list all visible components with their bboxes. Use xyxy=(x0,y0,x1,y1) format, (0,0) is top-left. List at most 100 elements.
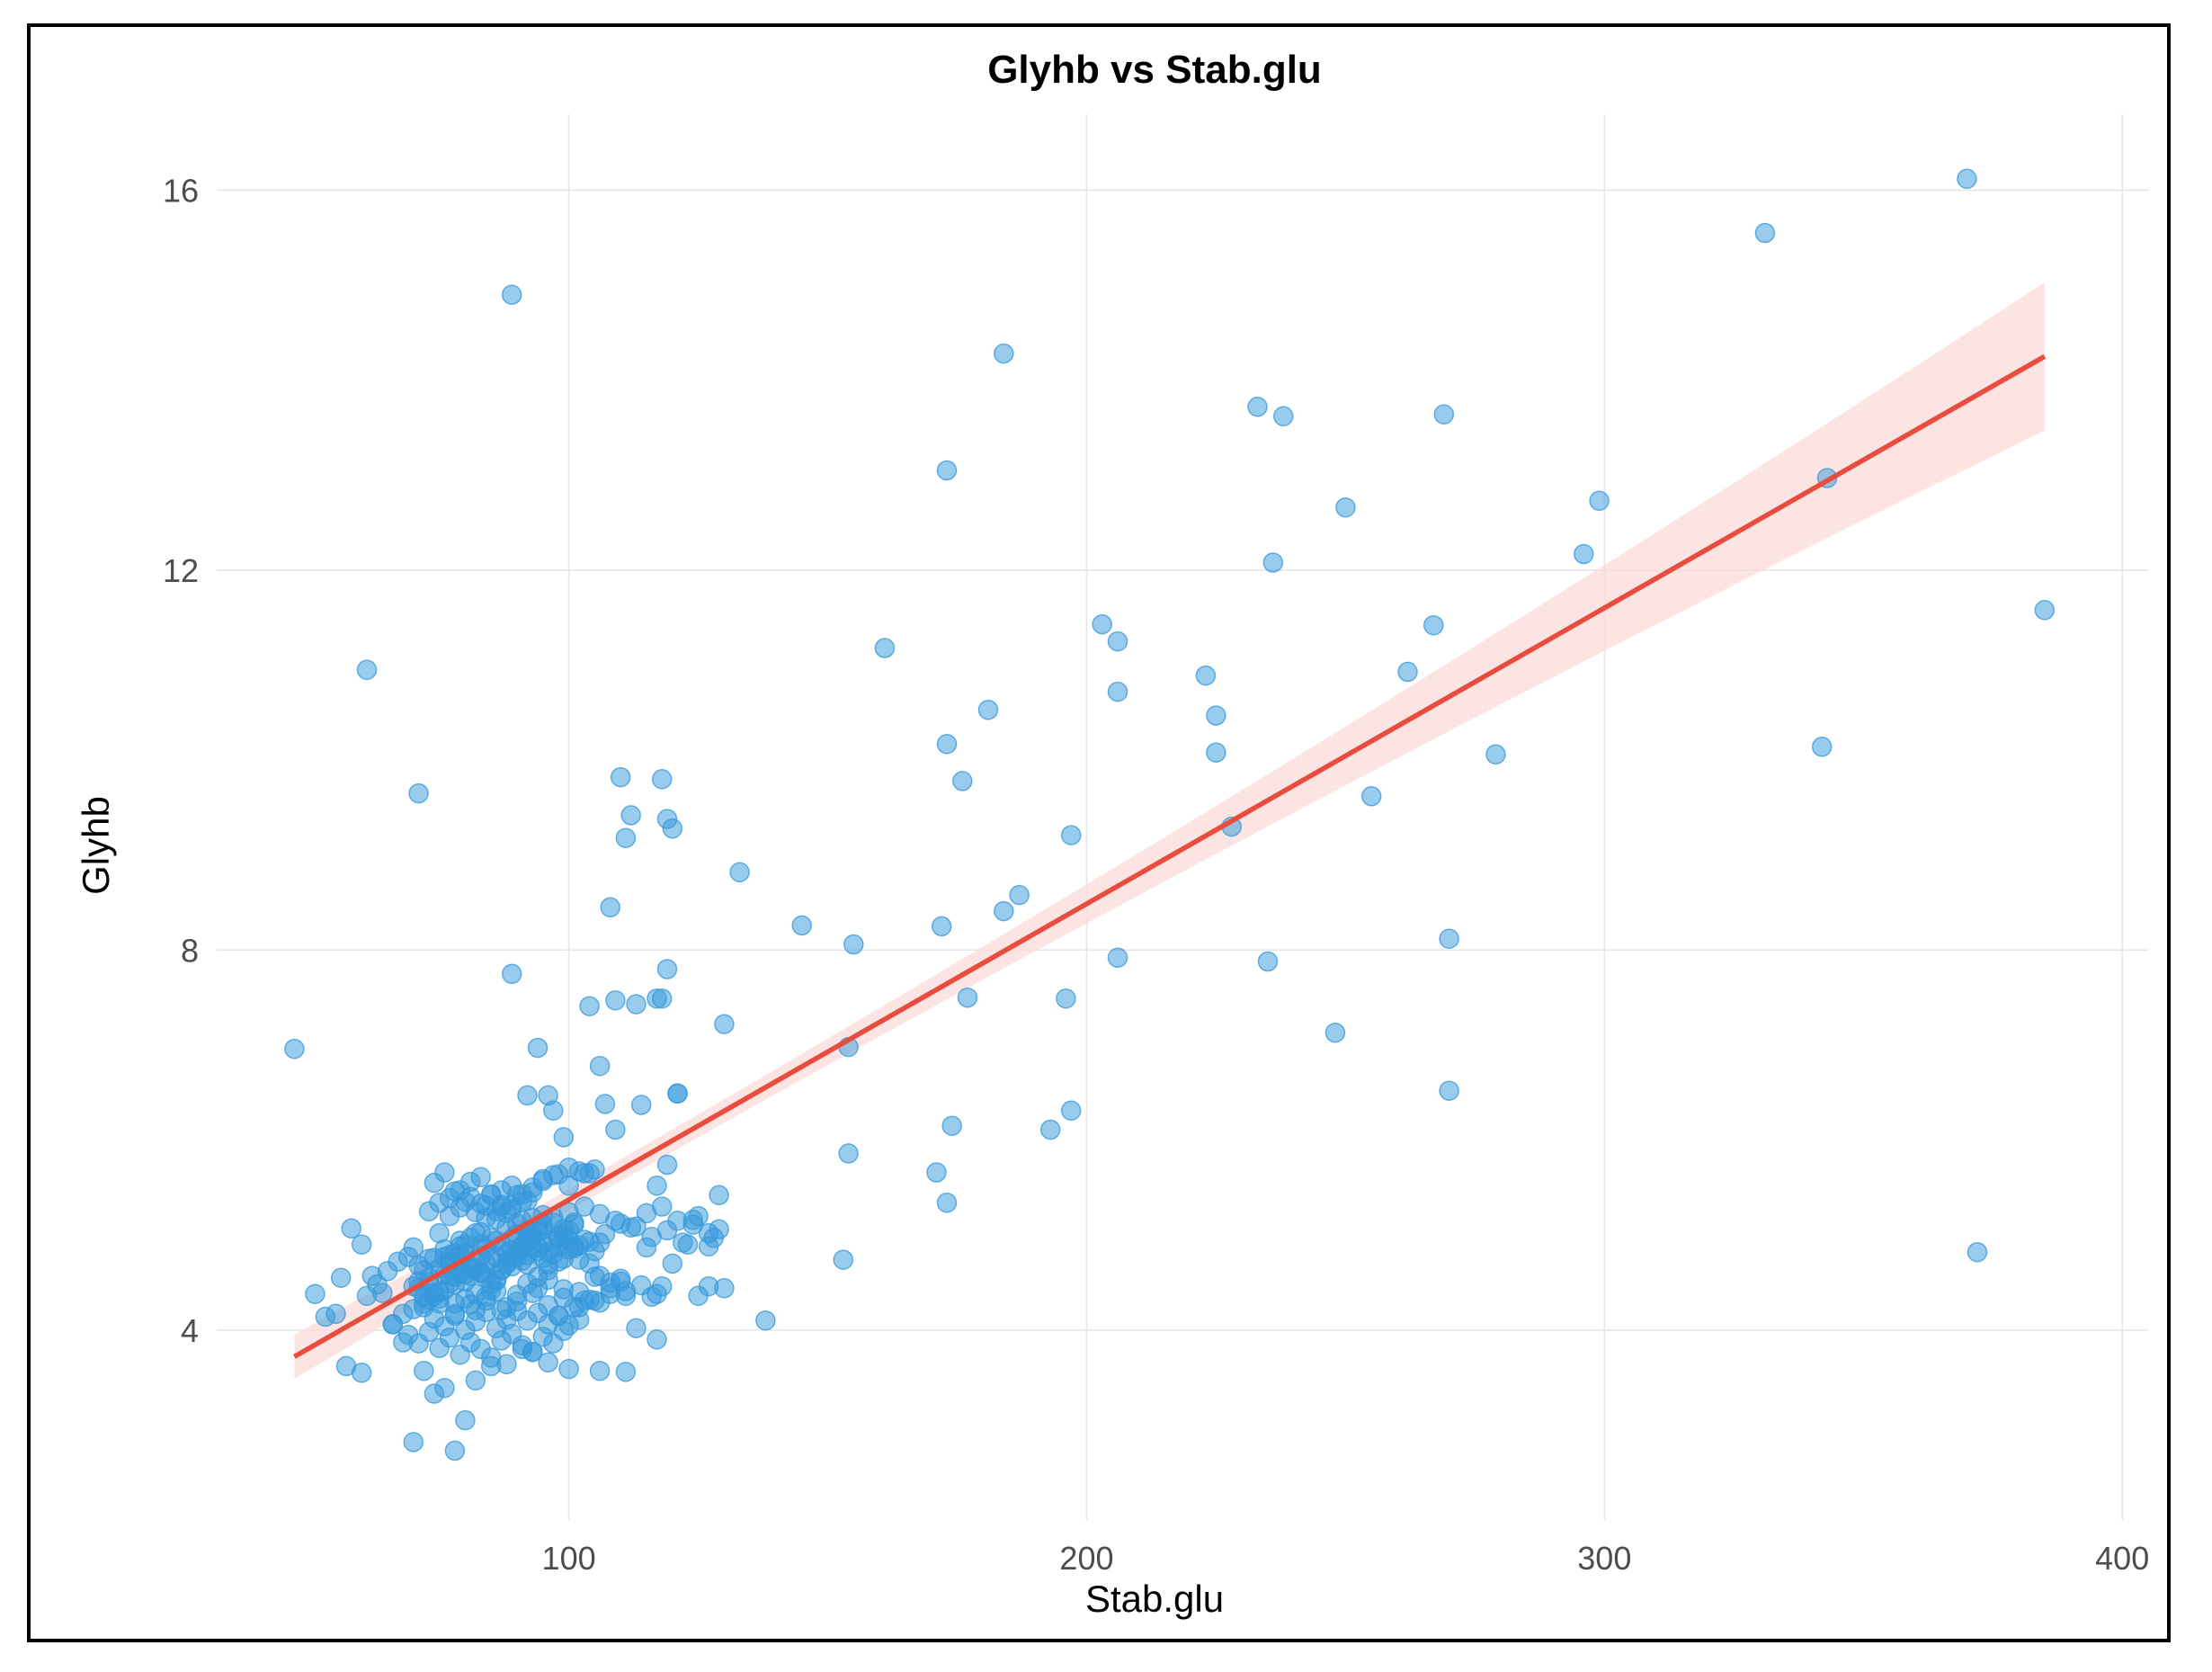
data-point xyxy=(538,1352,558,1372)
data-point xyxy=(1811,737,1833,757)
data-point xyxy=(647,1283,667,1304)
data-point xyxy=(470,1167,491,1188)
data-point xyxy=(1967,1241,1988,1263)
data-point xyxy=(335,1355,357,1377)
data-point xyxy=(553,1320,575,1342)
data-point xyxy=(630,1095,652,1115)
data-point xyxy=(936,1193,958,1213)
data-point xyxy=(403,1237,424,1258)
data-point xyxy=(1107,947,1128,969)
data-point xyxy=(444,1440,466,1462)
data-point xyxy=(444,1303,466,1325)
data-point xyxy=(926,1162,947,1183)
data-point xyxy=(517,1085,538,1106)
data-point xyxy=(698,1222,719,1244)
data-point xyxy=(568,1282,590,1302)
data-point xyxy=(548,1225,569,1247)
data-points xyxy=(284,168,2056,1462)
data-point xyxy=(414,1360,434,1381)
data-point xyxy=(1589,490,1610,512)
data-point xyxy=(673,1232,693,1253)
data-point xyxy=(429,1193,450,1213)
data-point xyxy=(647,1329,667,1350)
data-point xyxy=(1439,928,1459,949)
data-point xyxy=(667,1083,688,1104)
data-point xyxy=(662,1253,683,1274)
data-point xyxy=(408,782,429,804)
data-point xyxy=(501,1239,522,1261)
data-point xyxy=(594,1094,616,1114)
data-point xyxy=(1056,988,1076,1009)
y-tick-label: 12 xyxy=(163,552,199,589)
data-point xyxy=(480,1347,502,1368)
data-point xyxy=(1039,1119,1061,1140)
data-point xyxy=(439,1327,460,1348)
data-point xyxy=(1247,397,1268,417)
x-tick-labels: 100 200 300 400 xyxy=(542,1540,2150,1577)
x-tick-label: 200 xyxy=(1059,1540,1113,1577)
data-point xyxy=(584,1290,605,1311)
data-point xyxy=(651,769,673,790)
data-point xyxy=(527,1037,549,1059)
data-point xyxy=(341,1218,361,1239)
data-point xyxy=(1092,613,1112,635)
data-point xyxy=(1107,630,1128,652)
data-point xyxy=(931,916,952,937)
data-point xyxy=(429,1288,450,1310)
data-point xyxy=(1433,404,1455,425)
data-point xyxy=(532,1168,554,1190)
data-point xyxy=(626,1318,647,1338)
x-tick-label: 400 xyxy=(2095,1540,2149,1577)
data-point xyxy=(682,1214,704,1235)
data-point xyxy=(1423,614,1444,636)
scatter-chart: 100 200 300 400 4 8 12 16 Glyhb vs Stab.glu St… xyxy=(75,48,2150,1620)
data-point xyxy=(952,771,973,791)
data-point xyxy=(284,1038,305,1060)
data-point xyxy=(1325,1022,1346,1043)
data-point xyxy=(1485,744,1506,765)
data-point xyxy=(538,1085,558,1106)
data-point xyxy=(656,1154,678,1176)
data-point xyxy=(1439,1080,1459,1101)
data-point xyxy=(315,1306,336,1328)
data-point xyxy=(1206,705,1226,726)
data-point xyxy=(662,818,683,839)
data-point xyxy=(630,1274,652,1296)
data-point xyxy=(1397,661,1418,683)
y-tick-labels: 4 8 12 16 xyxy=(163,172,199,1348)
data-point xyxy=(434,1162,455,1183)
data-point xyxy=(579,1163,600,1184)
data-point xyxy=(501,284,522,305)
data-point xyxy=(589,1360,611,1381)
data-point xyxy=(330,1267,352,1288)
data-point xyxy=(491,1300,512,1320)
data-point xyxy=(977,699,999,720)
regression-line xyxy=(293,353,2047,1359)
data-point xyxy=(994,343,1014,364)
data-point xyxy=(936,460,958,481)
data-point xyxy=(1262,552,1284,573)
data-point xyxy=(651,988,673,1009)
data-point xyxy=(651,1196,673,1217)
regression-line-layer xyxy=(293,353,2047,1359)
data-point xyxy=(709,1185,729,1206)
data-point xyxy=(589,1055,611,1077)
data-point xyxy=(833,1249,854,1270)
x-tick-label: 300 xyxy=(1577,1540,1631,1577)
data-point xyxy=(714,1278,735,1299)
data-point xyxy=(1107,681,1128,702)
data-point xyxy=(626,994,647,1015)
data-point xyxy=(843,934,864,955)
data-point xyxy=(553,1127,575,1148)
chart-title: Glyhb vs Stab.glu xyxy=(987,48,1322,92)
data-point xyxy=(600,897,620,918)
data-point xyxy=(403,1432,424,1453)
data-point xyxy=(1060,825,1082,845)
data-point xyxy=(367,1274,388,1295)
data-point xyxy=(522,1283,543,1303)
data-point xyxy=(626,1216,647,1237)
data-point xyxy=(1360,786,1382,807)
data-point xyxy=(1060,1100,1082,1122)
y-tick-label: 8 xyxy=(181,932,199,969)
data-point xyxy=(610,766,631,788)
